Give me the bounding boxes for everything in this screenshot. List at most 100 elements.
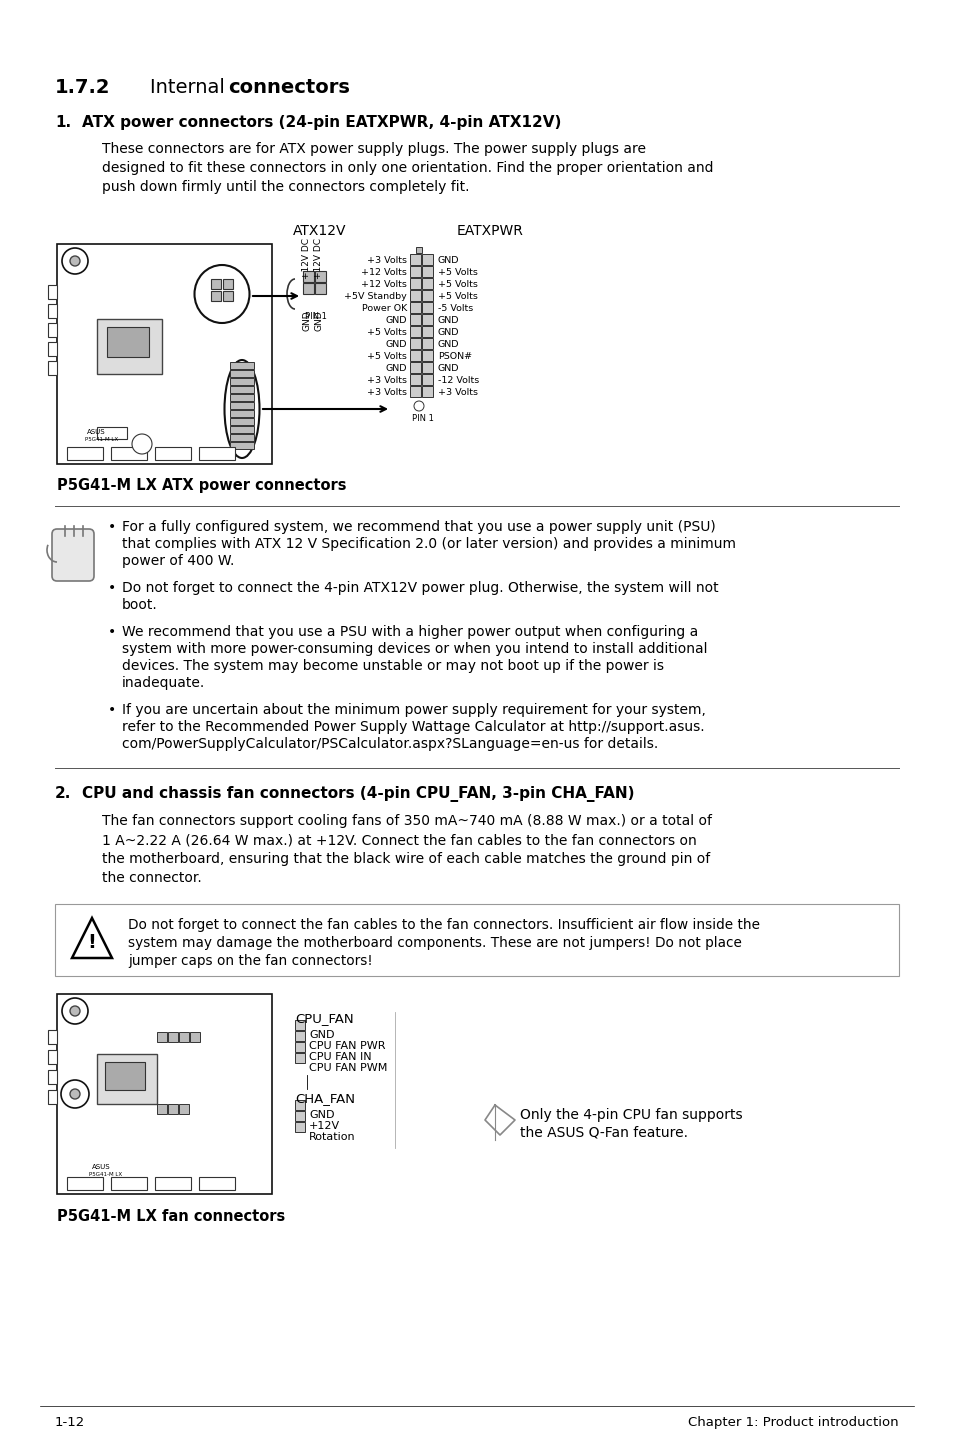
Bar — [157, 1032, 167, 1043]
Bar — [314, 270, 326, 282]
Text: For a fully configured system, we recommend that you use a power supply unit (PS: For a fully configured system, we recomm… — [122, 521, 715, 533]
Text: boot.: boot. — [122, 598, 157, 613]
Text: +12V DC: +12V DC — [314, 239, 323, 279]
Bar — [111, 447, 147, 460]
Bar — [421, 255, 433, 265]
Text: GND: GND — [309, 1110, 335, 1120]
Text: push down firmly until the connectors completely fit.: push down firmly until the connectors co… — [102, 180, 469, 194]
Bar — [410, 278, 420, 289]
Text: CPU_FAN: CPU_FAN — [294, 1012, 354, 1025]
Text: +3 Volts: +3 Volts — [437, 388, 477, 397]
Text: +3 Volts: +3 Volts — [367, 375, 407, 385]
Bar — [294, 1020, 305, 1030]
Bar — [48, 303, 57, 318]
Text: that complies with ATX 12 V Specification 2.0 (or later version) and provides a : that complies with ATX 12 V Specificatio… — [122, 536, 735, 551]
Text: 1.: 1. — [55, 115, 71, 129]
Circle shape — [414, 401, 423, 411]
Text: 2.: 2. — [55, 787, 71, 801]
Bar — [97, 427, 127, 439]
Text: 1.7.2: 1.7.2 — [55, 78, 111, 96]
Bar — [57, 244, 272, 464]
Text: GND: GND — [437, 328, 459, 336]
Bar — [410, 374, 420, 385]
Text: !: ! — [88, 932, 96, 952]
FancyBboxPatch shape — [52, 529, 94, 581]
Bar — [294, 1053, 305, 1063]
Text: +12 Volts: +12 Volts — [361, 267, 407, 278]
Bar — [168, 1104, 178, 1114]
Bar — [48, 361, 57, 375]
Bar — [410, 313, 420, 325]
Circle shape — [70, 1089, 80, 1099]
Bar — [211, 290, 221, 301]
Bar — [303, 283, 314, 293]
Text: GND: GND — [314, 311, 323, 331]
Bar — [303, 270, 314, 282]
Bar — [421, 302, 433, 313]
Text: EATXPWR: EATXPWR — [456, 224, 523, 239]
Text: +5 Volts: +5 Volts — [437, 267, 477, 278]
Circle shape — [70, 1007, 80, 1017]
Bar — [199, 447, 234, 460]
Text: +5 Volts: +5 Volts — [437, 292, 477, 301]
Bar — [105, 1063, 145, 1090]
Bar — [179, 1104, 189, 1114]
Bar — [314, 283, 326, 293]
Bar — [179, 1032, 189, 1043]
Bar — [48, 324, 57, 336]
Bar — [190, 1032, 200, 1043]
Text: CPU FAN PWR: CPU FAN PWR — [309, 1041, 385, 1051]
Bar — [230, 385, 253, 393]
Text: -5 Volts: -5 Volts — [437, 303, 473, 313]
Text: Internal: Internal — [150, 78, 231, 96]
Text: -12 Volts: -12 Volts — [437, 375, 478, 385]
Text: CPU and chassis fan connectors (4-pin CPU_FAN, 3-pin CHA_FAN): CPU and chassis fan connectors (4-pin CP… — [82, 787, 634, 802]
Text: designed to fit these connectors in only one orientation. Find the proper orient: designed to fit these connectors in only… — [102, 161, 713, 175]
Bar — [421, 374, 433, 385]
Bar — [230, 378, 253, 385]
Bar — [230, 441, 253, 449]
Text: GND: GND — [437, 364, 459, 372]
Text: GND: GND — [385, 339, 407, 349]
Text: Only the 4-pin CPU fan supports: Only the 4-pin CPU fan supports — [519, 1109, 741, 1122]
Bar — [421, 385, 433, 397]
Bar — [410, 302, 420, 313]
Text: the ASUS Q-Fan feature.: the ASUS Q-Fan feature. — [519, 1125, 687, 1139]
Text: ATX power connectors (24-pin EATXPWR, 4-pin ATX12V): ATX power connectors (24-pin EATXPWR, 4-… — [82, 115, 560, 129]
Bar — [421, 290, 433, 301]
Bar — [211, 279, 221, 289]
Bar — [111, 1176, 147, 1191]
Text: GND: GND — [309, 1030, 335, 1040]
Bar — [410, 290, 420, 301]
Bar — [107, 326, 149, 357]
Ellipse shape — [194, 265, 250, 324]
Text: +5 Volts: +5 Volts — [437, 280, 477, 289]
Bar — [230, 434, 253, 441]
Text: GND: GND — [437, 316, 459, 325]
Bar — [421, 338, 433, 349]
Bar — [410, 362, 420, 372]
Text: +12V: +12V — [309, 1122, 340, 1132]
Text: +12V DC: +12V DC — [302, 239, 312, 279]
Text: GND: GND — [437, 256, 459, 265]
Text: GND: GND — [385, 316, 407, 325]
Bar — [154, 447, 191, 460]
Bar — [168, 1032, 178, 1043]
Text: GND: GND — [385, 364, 407, 372]
Bar — [48, 1090, 57, 1104]
Text: refer to the Recommended Power Supply Wattage Calculator at http://support.asus.: refer to the Recommended Power Supply Wa… — [122, 720, 704, 733]
Bar — [199, 1176, 234, 1191]
Bar — [294, 1043, 305, 1053]
Bar — [97, 319, 162, 374]
Text: CPU FAN IN: CPU FAN IN — [309, 1053, 372, 1063]
Bar — [48, 1070, 57, 1084]
Bar — [67, 1176, 103, 1191]
Text: Rotation: Rotation — [309, 1132, 355, 1142]
Text: system may damage the motherboard components. These are not jumpers! Do not plac: system may damage the motherboard compon… — [128, 936, 741, 951]
Bar — [48, 342, 57, 357]
Circle shape — [61, 1080, 89, 1109]
Bar — [48, 285, 57, 299]
Text: P5G41-M LX ATX power connectors: P5G41-M LX ATX power connectors — [57, 477, 346, 493]
Bar — [410, 385, 420, 397]
Text: +3 Volts: +3 Volts — [367, 256, 407, 265]
